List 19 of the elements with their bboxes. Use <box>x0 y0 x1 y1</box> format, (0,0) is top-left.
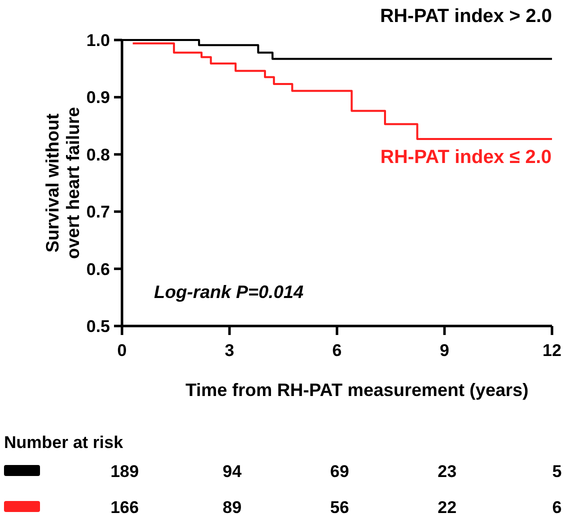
x-tick-label: 0 <box>117 341 127 360</box>
text: 166 89 56 22 6 <box>110 498 562 515</box>
y-tick-label: 0.9 <box>86 88 110 108</box>
x-tick-label: 9 <box>440 341 450 360</box>
text: Number at risk <box>4 433 124 452</box>
y-tick-label: 0.8 <box>86 145 110 164</box>
y-tick-label: 0.5 <box>86 316 110 336</box>
series-label: RH-PAT index ≤ 2.0 <box>380 146 552 168</box>
y-tick-label: 0.6 <box>86 260 110 279</box>
series-label: RH-PAT index > 2.0 <box>380 6 552 27</box>
annotation: Log-rank P=0.014 <box>154 282 304 302</box>
y-tick-label: 0.7 <box>86 202 110 222</box>
x-tick-label: 3 <box>224 341 234 360</box>
x-tick-label: 12 <box>542 341 562 360</box>
y-axis-title: Survival without overt heart failure <box>42 106 84 260</box>
x-tick-label: 6 <box>332 341 342 360</box>
x-axis-title: Time from RH-PAT measurement (years) <box>185 380 529 400</box>
y-tick-label: 1.0 <box>86 30 110 50</box>
text: 189 94 69 23 5 <box>110 462 562 481</box>
